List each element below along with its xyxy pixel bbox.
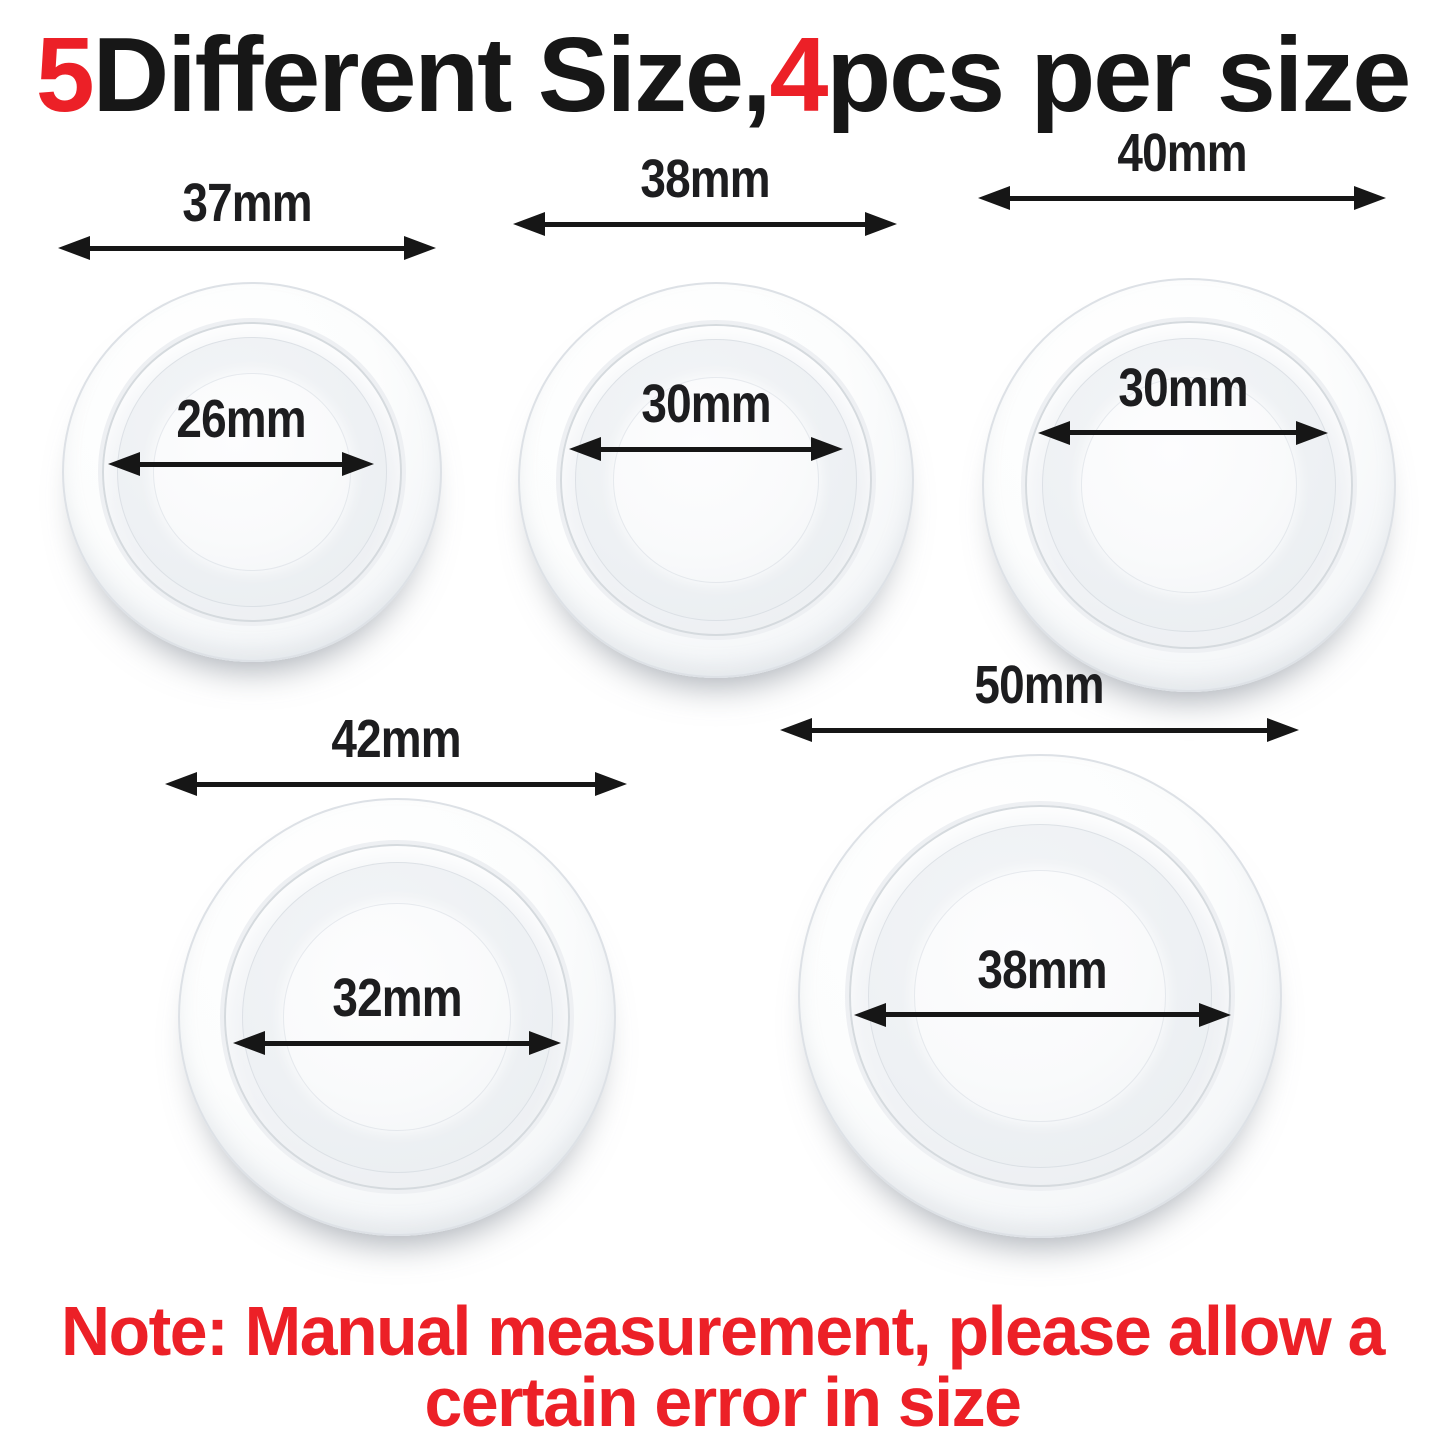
arrow-line bbox=[601, 446, 811, 452]
inner-dimension-size-5: 38mm bbox=[853, 939, 1232, 1028]
outer-dimension-label: 40mm bbox=[1117, 123, 1247, 183]
arrowhead-left bbox=[107, 452, 140, 477]
title-size-count: 5 bbox=[35, 16, 95, 134]
arrowhead-right bbox=[529, 1031, 562, 1055]
disc-size-1: 26mm bbox=[62, 282, 442, 662]
double-arrow-icon bbox=[58, 235, 436, 261]
disc-size-4: 32mm bbox=[178, 798, 616, 1236]
title-pcs-count: 4 bbox=[769, 16, 828, 134]
double-arrow-icon bbox=[513, 211, 897, 237]
arrowhead-right bbox=[1295, 420, 1328, 445]
note-line-2: certain error in size bbox=[424, 1362, 1022, 1441]
inner-dimension-size-4: 32mm bbox=[232, 968, 562, 1056]
arrowhead-right bbox=[341, 452, 374, 477]
outer-dimension-label: 37mm bbox=[182, 173, 312, 233]
outer-dimension-size-3: 40mm bbox=[978, 126, 1386, 211]
arrow-line bbox=[1010, 195, 1354, 201]
disc-center bbox=[283, 903, 511, 1131]
arrowhead-right bbox=[865, 212, 897, 236]
arrow-line bbox=[545, 221, 865, 227]
arrow-line bbox=[812, 727, 1267, 733]
arrowhead-left bbox=[58, 236, 90, 260]
double-arrow-icon bbox=[1037, 420, 1328, 446]
double-arrow-icon bbox=[165, 771, 627, 797]
outer-dimension-label: 42mm bbox=[331, 709, 461, 769]
arrow-line bbox=[264, 1040, 530, 1046]
outer-dimension-size-5: 50mm bbox=[780, 658, 1299, 743]
disc-center bbox=[153, 373, 351, 571]
note-line-1: Note: Manual measurement, please allow a bbox=[61, 1292, 1385, 1370]
arrowhead-left bbox=[232, 1031, 265, 1055]
inner-dimension-label: 30mm bbox=[641, 374, 771, 435]
page-title: 5Different Size,4pcs per size bbox=[0, 19, 1445, 131]
title-pcs-text: pcs per size bbox=[826, 16, 1411, 134]
arrowhead-left bbox=[978, 186, 1010, 210]
arrowhead-right bbox=[595, 772, 627, 796]
arrowhead-right bbox=[404, 236, 436, 260]
outer-dimension-size-2: 38mm bbox=[513, 152, 897, 237]
arrowhead-right bbox=[810, 437, 843, 462]
double-arrow-icon bbox=[107, 451, 374, 477]
measurement-note: Note: Manual measurement, please allow a… bbox=[22, 1296, 1424, 1437]
disc-size-5: 38mm bbox=[798, 754, 1282, 1238]
double-arrow-icon bbox=[853, 1002, 1232, 1028]
arrow-line bbox=[1069, 430, 1296, 436]
double-arrow-icon bbox=[569, 436, 843, 462]
title-size-text: Different Size, bbox=[92, 16, 772, 134]
disc-size-2: 30mm bbox=[518, 282, 914, 678]
arrow-line bbox=[139, 461, 342, 467]
arrowhead-right bbox=[1199, 1002, 1232, 1027]
inner-dimension-size-1: 26mm bbox=[107, 389, 374, 477]
inner-dimension-label: 32mm bbox=[332, 968, 462, 1028]
arrowhead-right bbox=[1354, 186, 1386, 210]
outer-dimension-size-4: 42mm bbox=[165, 712, 627, 797]
arrow-line bbox=[885, 1012, 1200, 1018]
arrowhead-left bbox=[853, 1002, 886, 1027]
arrowhead-left bbox=[165, 772, 197, 796]
double-arrow-icon bbox=[978, 185, 1386, 211]
arrowhead-left bbox=[569, 437, 602, 462]
double-arrow-icon bbox=[232, 1030, 562, 1056]
double-arrow-icon bbox=[780, 717, 1299, 743]
disc-size-3: 30mm bbox=[982, 278, 1396, 692]
outer-dimension-size-1: 37mm bbox=[58, 176, 436, 261]
outer-dimension-label: 38mm bbox=[640, 149, 770, 209]
disc-center bbox=[914, 870, 1166, 1122]
disc-center bbox=[613, 377, 819, 583]
inner-dimension-label: 38mm bbox=[977, 939, 1108, 1000]
inner-dimension-size-2: 30mm bbox=[569, 374, 843, 462]
arrowhead-left bbox=[513, 212, 545, 236]
disc-center bbox=[1081, 377, 1297, 593]
outer-dimension-label: 50mm bbox=[974, 655, 1105, 715]
arrowhead-right bbox=[1267, 718, 1299, 742]
inner-dimension-label: 26mm bbox=[175, 389, 306, 450]
inner-dimension-label: 30mm bbox=[1118, 357, 1248, 418]
arrow-line bbox=[90, 245, 404, 251]
arrow-line bbox=[197, 781, 595, 787]
inner-dimension-size-3: 30mm bbox=[1037, 357, 1328, 446]
arrowhead-left bbox=[1037, 420, 1070, 445]
arrowhead-left bbox=[780, 718, 812, 742]
